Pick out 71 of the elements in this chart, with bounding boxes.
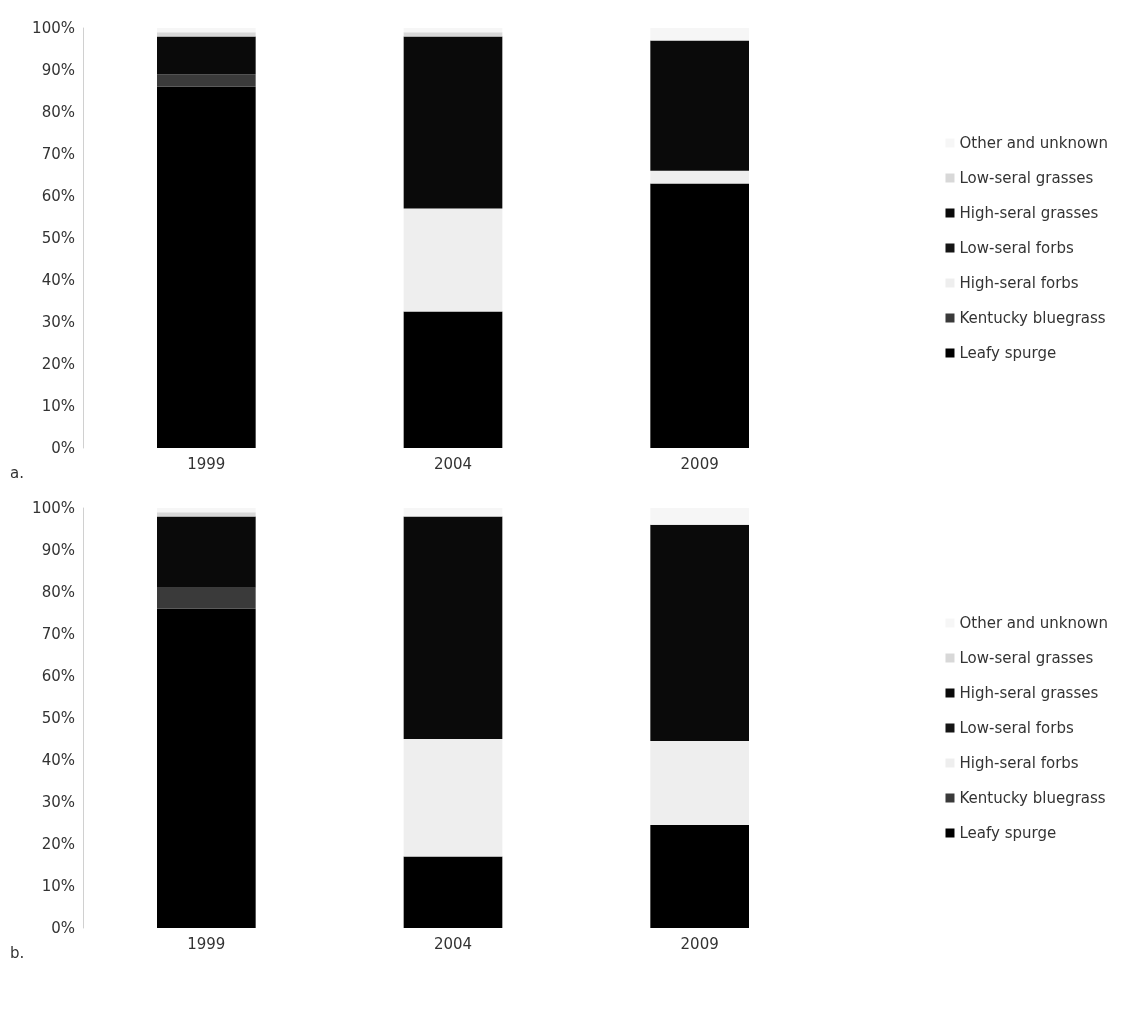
- bar: [157, 587, 256, 609]
- legend-label: Other and unknown: [959, 134, 1109, 152]
- y-tick-label: 80%: [41, 103, 75, 121]
- bar: [650, 741, 749, 826]
- y-tick-label: 0%: [51, 919, 75, 937]
- legend-label: High-seral grasses: [959, 684, 1099, 702]
- y-tick-label: 100%: [32, 19, 75, 37]
- x-tick-label: 1999: [187, 454, 226, 473]
- legend-label: Leafy spurge: [959, 344, 1057, 362]
- bar: [403, 311, 503, 448]
- bar: [650, 508, 749, 525]
- y-tick-label: 10%: [41, 397, 75, 415]
- bar: [403, 516, 503, 739]
- y-tick-label: 90%: [41, 541, 75, 559]
- text: a.: [10, 463, 24, 482]
- bar: [157, 508, 256, 513]
- bar: [403, 739, 503, 857]
- x-tick-label: 2004: [433, 934, 473, 953]
- y-tick-label: 50%: [41, 709, 75, 727]
- bar: [403, 36, 503, 209]
- legend-label: Kentucky bluegrass: [959, 309, 1106, 327]
- legend-label: Leafy spurge: [959, 824, 1057, 842]
- bar: [650, 524, 749, 742]
- y-tick-label: 30%: [41, 313, 75, 331]
- bar: [650, 28, 749, 41]
- bar: [403, 28, 503, 33]
- y-tick-label: 80%: [41, 583, 75, 601]
- legend-label: High-seral forbs: [959, 274, 1079, 292]
- y-tick-label: 30%: [41, 793, 75, 811]
- bar: [650, 170, 749, 184]
- bar: [157, 516, 256, 588]
- y-tick-label: 40%: [41, 751, 75, 769]
- bar: [403, 32, 503, 37]
- bar: [157, 86, 256, 448]
- x-tick-label: 1999: [187, 934, 226, 953]
- bar: [403, 856, 503, 928]
- legend-label: Kentucky bluegrass: [959, 789, 1106, 807]
- y-tick-label: 20%: [41, 355, 75, 373]
- bar: [157, 608, 256, 928]
- bar: [403, 208, 503, 312]
- y-tick-label: 70%: [41, 625, 75, 643]
- y-tick-label: 50%: [41, 229, 75, 247]
- legend-label: Low-seral grasses: [959, 649, 1094, 667]
- legend-label: High-seral forbs: [959, 754, 1079, 772]
- bar: [157, 28, 256, 33]
- legend-label: Other and unknown: [959, 614, 1109, 632]
- bar: [157, 36, 256, 75]
- bar: [650, 825, 749, 928]
- bar: [157, 512, 256, 517]
- y-tick-label: 70%: [41, 145, 75, 163]
- y-tick-label: 90%: [41, 61, 75, 79]
- bar: [157, 32, 256, 37]
- legend-label: Low-seral forbs: [959, 719, 1074, 737]
- bar: [650, 40, 749, 171]
- y-tick-label: 60%: [41, 187, 75, 205]
- y-tick-label: 40%: [41, 271, 75, 289]
- legend-label: Low-seral forbs: [959, 239, 1074, 257]
- y-tick-label: 0%: [51, 439, 75, 457]
- x-tick-label: 2009: [680, 934, 719, 953]
- x-tick-label: 2009: [680, 454, 719, 473]
- legend-label: Low-seral grasses: [959, 169, 1094, 187]
- y-tick-label: 60%: [41, 667, 75, 685]
- legend-label: High-seral grasses: [959, 204, 1099, 222]
- text: b.: [10, 943, 25, 962]
- y-tick-label: 20%: [41, 835, 75, 853]
- bar: [403, 508, 503, 517]
- y-tick-label: 10%: [41, 877, 75, 895]
- x-tick-label: 2004: [433, 454, 473, 473]
- bar: [650, 183, 749, 448]
- y-tick-label: 100%: [32, 499, 75, 517]
- bar: [157, 74, 256, 87]
